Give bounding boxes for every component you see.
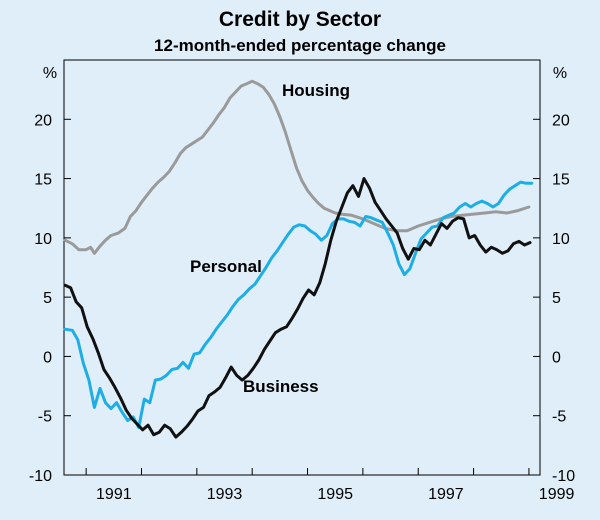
y-tick-label-left: -10 bbox=[29, 468, 52, 485]
y-tick-label-left: 0 bbox=[43, 349, 52, 366]
y-tick-label-right: 10 bbox=[552, 231, 570, 248]
chart-subtitle: 12-month-ended percentage change bbox=[154, 36, 446, 55]
series-line-personal bbox=[63, 180, 534, 430]
y-axis-unit-left: % bbox=[43, 65, 57, 82]
y-tick-label-right: 15 bbox=[552, 172, 570, 189]
y-tick-label-left: 10 bbox=[34, 231, 52, 248]
x-tick-labels: 1991 1993 1995 1997 1999 bbox=[96, 486, 574, 503]
x-tick-label: 1999 bbox=[539, 486, 575, 503]
series-label-personal: Personal bbox=[190, 257, 262, 276]
chart-title: Credit by Sector bbox=[219, 8, 381, 31]
series-label-business: Business bbox=[243, 377, 319, 396]
y-tick-label-left: 20 bbox=[34, 112, 52, 129]
x-tick-label: 1993 bbox=[207, 486, 243, 503]
y-axis-unit-right: % bbox=[553, 65, 567, 82]
y-tick-label-right: -10 bbox=[552, 468, 575, 485]
y-tick-labels: -10 -10 -5 -5 0 0 5 5 10 10 15 15 20 20 bbox=[29, 112, 575, 485]
series-line-business bbox=[63, 177, 532, 439]
plot-frame bbox=[63, 59, 541, 476]
y-tick-label-left: 5 bbox=[43, 290, 52, 307]
y-tick-label-left: -5 bbox=[38, 409, 52, 426]
y-tick-label-right: 5 bbox=[552, 290, 561, 307]
series-line-housing bbox=[63, 79, 531, 255]
x-tick-label: 1995 bbox=[317, 486, 353, 503]
axis-ticks bbox=[64, 118, 540, 476]
x-tick-label: 1997 bbox=[428, 486, 464, 503]
series-lines bbox=[63, 79, 534, 439]
y-tick-label-right: -5 bbox=[552, 409, 566, 426]
y-tick-label-right: 20 bbox=[552, 112, 570, 129]
x-tick-label: 1991 bbox=[96, 486, 132, 503]
series-label-housing: Housing bbox=[282, 81, 350, 100]
y-tick-label-left: 15 bbox=[34, 172, 52, 189]
y-tick-label-right: 0 bbox=[552, 349, 561, 366]
